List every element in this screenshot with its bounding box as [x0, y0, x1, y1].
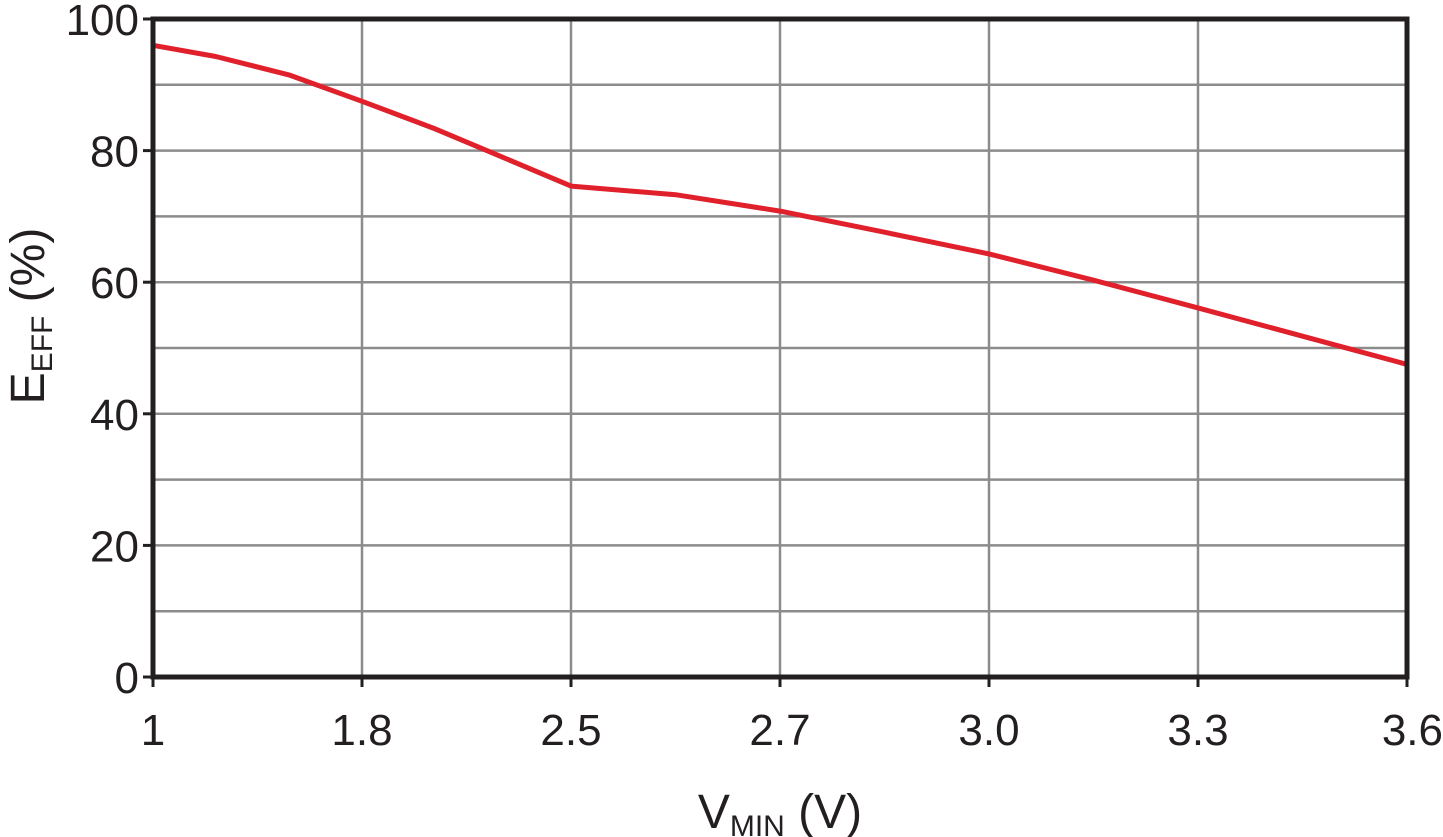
y-axis-title: EEFF (%) — [2, 228, 59, 405]
y-tick-label: 20 — [90, 522, 139, 571]
series-layer — [150, 42, 1410, 367]
x-tick-label: 3.0 — [958, 706, 1019, 755]
y-axis-title-sub: EFF — [26, 316, 59, 373]
x-axis-ticks: 1 1.8 2.5 2.7 3.0 3.3 3.6 — [141, 677, 1443, 755]
x-tick-label: 1.8 — [331, 706, 392, 755]
y-tick-label: 40 — [90, 391, 139, 440]
x-tick-label: 3.6 — [1382, 706, 1443, 755]
grid-layer — [153, 19, 1407, 677]
x-axis-title-sub: MIN — [730, 810, 785, 837]
x-tick-label: 1 — [141, 706, 165, 755]
x-axis-title: VMIN (V) — [698, 786, 862, 837]
y-axis-title-main: E — [2, 372, 55, 404]
x-tick-label: 2.7 — [749, 706, 810, 755]
y-tick-label: 100 — [66, 0, 139, 45]
x-tick-label: 3.3 — [1167, 706, 1228, 755]
y-tick-label: 80 — [90, 128, 139, 177]
x-tick-label: 2.5 — [540, 706, 601, 755]
y-tick-label: 0 — [115, 654, 139, 703]
y-tick-label: 60 — [90, 259, 139, 308]
x-axis-title-unit: (V) — [785, 786, 862, 837]
y-axis-ticks: 0 20 40 60 80 100 — [66, 0, 153, 703]
x-axis-title-main: V — [698, 786, 730, 837]
series-line — [150, 42, 1410, 367]
y-axis-title-unit: (%) — [2, 228, 55, 316]
